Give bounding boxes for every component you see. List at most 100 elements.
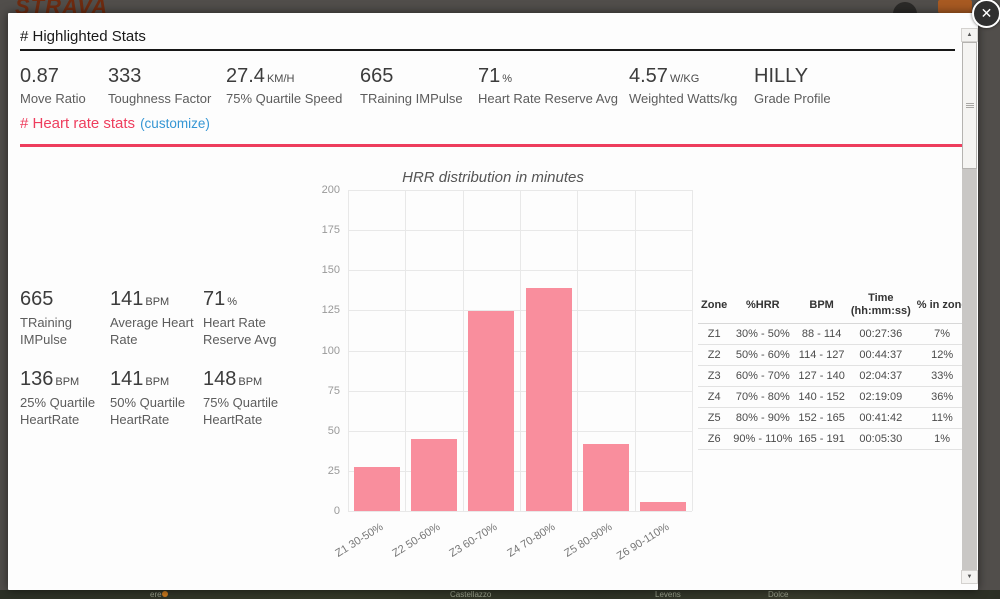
stat-value: HILLY [754, 65, 809, 87]
modal-scrollbar: ▲ ▼ [961, 28, 978, 584]
gridline [692, 190, 693, 511]
stat-value: 136 BPM [20, 368, 80, 390]
chart-title: HRR distribution in minutes [402, 169, 584, 186]
gridline [520, 190, 521, 511]
stat-label: Move Ratio [20, 91, 86, 106]
table-cell: 33% [913, 365, 971, 387]
table-cell: 30% - 50% [730, 323, 796, 345]
hrr-distribution-chart: HRR distribution in minutes 0 25 50 75 100 12… [322, 161, 718, 581]
y-axis-tick-label: 0 [333, 505, 340, 517]
table-row: Z5 80% - 90% 152 - 165 00:41:42 11% [698, 407, 971, 429]
stat-unit: % [502, 73, 513, 85]
table-row: Z6 90% - 110% 165 - 191 00:05:30 1% [698, 428, 971, 450]
chart-bar [410, 439, 458, 511]
stat-value: 141 BPM [110, 368, 170, 390]
stat-unit: BPM [238, 376, 263, 388]
table-cell: 11% [913, 407, 971, 429]
stat-label: 75% Quartile Speed [226, 91, 343, 106]
table-cell: 00:05:30 [847, 428, 914, 450]
background-map: ere Castellazzo Levens Dolce [0, 590, 1000, 599]
stat-value: 141 BPM [110, 288, 170, 310]
table-header-row: Zone %HRR BPM Time (hh:mm:ss)% in zone [698, 290, 971, 324]
stat-item: 141 BPM 50% Quartile HeartRate [110, 368, 198, 428]
avatar [893, 2, 917, 13]
stat-unit: BPM [145, 376, 170, 388]
chart-bar [353, 466, 400, 511]
y-axis-tick-label: 25 [327, 464, 340, 477]
stat-item: 141 BPM Average Heart Rate [110, 288, 198, 348]
table-row: Z1 30% - 50% 88 - 114 00:27:36 7% [698, 323, 971, 345]
table-cell: 90% - 110% [730, 428, 796, 450]
stat-unit: KM/H [266, 73, 295, 85]
header-action-badge [938, 0, 972, 13]
stat-value: 665 [360, 65, 394, 87]
map-label: Levens [655, 590, 681, 599]
scrollbar-thumb[interactable] [962, 42, 977, 169]
map-marker-icon [162, 591, 168, 597]
y-axis-tick-label: 50 [327, 424, 340, 437]
stat-item: 4.57 W/KG Weighted Watts/kg [629, 65, 737, 106]
table-cell: 00:44:37 [847, 344, 914, 366]
scrollbar-grip [966, 103, 974, 108]
table-header-cell: Time (hh:mm:ss) [847, 290, 914, 324]
map-label: Dolce [768, 590, 789, 599]
y-axis-tick-label: 125 [321, 304, 340, 317]
stat-item: 148 BPM 75% Quartile HeartRate [203, 368, 291, 428]
gridline [577, 190, 579, 511]
stat-value: 665 [20, 288, 54, 310]
scroll-down-arrow-icon[interactable]: ▼ [961, 570, 978, 584]
y-axis-tick-label: 100 [321, 344, 340, 357]
table-cell: Z4 [698, 386, 731, 408]
table-cell: 1% [913, 428, 971, 450]
stat-item: 0.87 Move Ratio [20, 65, 86, 106]
stat-label: Weighted Watts/kg [629, 91, 738, 106]
customize-link[interactable]: (customize) [140, 116, 210, 131]
stat-label: Average Heart Rate [110, 315, 194, 347]
table-row: Z4 70% - 80% 140 - 152 02:19:09 36% [698, 386, 971, 408]
stats-modal: # Highlighted Stats 0.87 Move Ratio 333 Tou… [8, 13, 978, 590]
stat-unit: BPM [55, 376, 80, 388]
table-header-cell: %HRR [730, 290, 796, 324]
close-icon: ✕ [980, 5, 993, 21]
stat-item: HILLY Grade Profile [754, 65, 831, 106]
table-cell: 50% - 60% [730, 344, 796, 366]
stat-label: Toughness Factor [108, 91, 212, 106]
scrollbar-track[interactable] [962, 42, 977, 570]
chart-bar [525, 287, 572, 511]
chart-bar [468, 311, 515, 511]
chart-plot-area [348, 190, 693, 512]
background-page-header: STRAVA [0, 0, 1000, 13]
y-axis-tick-label: 75 [327, 384, 340, 397]
table-cell: 60% - 70% [730, 365, 796, 387]
zone-table: Zone %HRR BPM Time (hh:mm:ss)% in zone Z1 30… [698, 290, 971, 450]
gridline [462, 190, 464, 511]
close-button[interactable]: ✕ [972, 0, 1000, 28]
stat-value: 27.4 KM/H [226, 65, 295, 87]
table-cell: 02:04:37 [847, 365, 914, 387]
table-cell: 00:27:36 [847, 323, 914, 345]
table-cell: 152 - 165 [795, 407, 848, 429]
map-label: Castellazzo [450, 590, 492, 599]
stat-item: 27.4 KM/H 75% Quartile Speed [226, 65, 342, 106]
table-cell: Z5 [698, 407, 731, 429]
table-row: Z3 60% - 70% 127 - 140 02:04:37 33% [698, 365, 971, 387]
table-cell: 02:19:09 [847, 386, 914, 408]
table-cell: 70% - 80% [730, 386, 796, 408]
stat-label: 50% Quartile HeartRate [110, 395, 186, 427]
y-axis-tick-label: 200 [321, 184, 340, 196]
gridline [634, 190, 636, 511]
table-cell: 80% - 90% [730, 407, 796, 429]
scroll-up-arrow-icon[interactable]: ▲ [961, 28, 978, 42]
table-cell: 127 - 140 [795, 365, 848, 387]
stat-label: TRaining IMPulse [360, 91, 463, 106]
stat-label: Heart Rate Reserve Avg [478, 91, 618, 106]
brand-logo: STRAVA [15, 0, 109, 13]
table-cell: Z1 [698, 323, 731, 345]
stat-unit: BPM [145, 296, 170, 308]
table-cell: 165 - 191 [795, 428, 848, 450]
table-header-cell: BPM [795, 290, 848, 324]
stat-label: 25% Quartile HeartRate [20, 395, 96, 427]
table-cell: 88 - 114 [795, 323, 848, 345]
stat-label: Grade Profile [754, 91, 831, 106]
chart-bar [640, 502, 687, 511]
